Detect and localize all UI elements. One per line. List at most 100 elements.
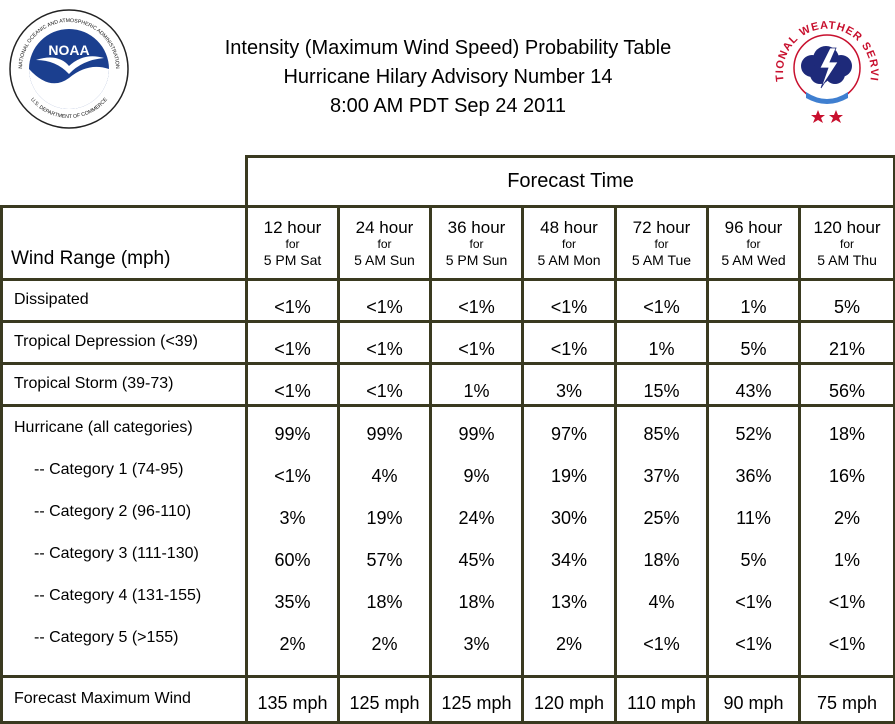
- table-cell: 2%: [834, 508, 861, 528]
- table-cell: 4%: [371, 466, 398, 486]
- table-cell: 1%: [429, 362, 524, 407]
- category-label: -- Category 4 (131-155): [34, 587, 202, 604]
- table-cell: 43%: [706, 362, 801, 407]
- hurricane-column: 52% 36% 11% 5% <1% <1%: [706, 404, 801, 678]
- table-cell: 2%: [555, 634, 582, 654]
- row-label: Tropical Depression (<39): [0, 320, 248, 365]
- table-cell: <1%: [828, 592, 866, 612]
- table-cell: 25%: [643, 508, 680, 528]
- column-header: 72 hour for 5 AM Tue: [614, 205, 709, 281]
- table-cell: <1%: [828, 634, 866, 654]
- column-header: 12 hour for 5 PM Sat: [245, 205, 340, 281]
- table-cell: 18%: [643, 550, 680, 570]
- table-cell: 37%: [643, 466, 680, 486]
- table-cell: <1%: [245, 362, 340, 407]
- table-row: Dissipated <1% <1% <1% <1% <1% 1% 5%: [0, 278, 895, 323]
- probability-table: Forecast Time Wind Range (mph) 12 hour fo…: [0, 155, 895, 724]
- table-cell: 18%: [829, 424, 866, 444]
- table-cell: <1%: [643, 634, 680, 654]
- table-cell: 16%: [829, 466, 866, 486]
- hurricane-column: 99% <1% 3% 60% 35% 2%: [245, 404, 340, 678]
- table-cell: 11%: [736, 508, 771, 528]
- table-cell: 2%: [279, 634, 306, 654]
- table-cell: <1%: [429, 320, 524, 365]
- table-cell: 5%: [740, 550, 767, 570]
- wind-range-header: Wind Range (mph): [0, 205, 248, 281]
- table-cell: 30%: [550, 508, 588, 528]
- table-cell: <1%: [245, 278, 340, 323]
- table-cell: 5%: [797, 278, 895, 323]
- table-cell: 13%: [550, 592, 588, 612]
- table-cell: 1%: [614, 320, 709, 365]
- table-cell: 99%: [366, 424, 403, 444]
- table-cell: 24%: [458, 508, 495, 528]
- hurricane-column: 18% 16% 2% 1% <1% <1%: [797, 404, 895, 678]
- category-label: -- Category 2 (96-110): [34, 503, 192, 520]
- table-cell: 56%: [797, 362, 895, 407]
- table-cell: 45%: [458, 550, 495, 570]
- noaa-logo: NOAA NATIONAL OCEANIC AND ATMOSPHERIC AD…: [9, 9, 129, 129]
- table-cell: 21%: [797, 320, 895, 365]
- table-cell: <1%: [735, 592, 772, 612]
- hurricane-column: 99% 4% 19% 57% 18% 2%: [337, 404, 432, 678]
- table-cell: <1%: [521, 278, 617, 323]
- column-header: 24 hour for 5 AM Sun: [337, 205, 432, 281]
- category-label: -- Category 1 (74-95): [34, 461, 184, 478]
- corner-blank: [2, 157, 247, 207]
- table-cell: 99%: [458, 424, 495, 444]
- hurricane-column: 85% 37% 25% 18% 4% <1%: [614, 404, 709, 678]
- page-title: Intensity (Maximum Wind Speed) Probabili…: [150, 34, 746, 121]
- table-cell: 57%: [366, 550, 403, 570]
- table-row: Tropical Depression (<39) <1% <1% <1% <1…: [0, 320, 895, 365]
- category-label: -- Category 3 (111-130): [34, 545, 199, 562]
- hurricane-row: Hurricane (all categories) -- Category 1…: [0, 404, 895, 678]
- table-row: Tropical Storm (39-73) <1% <1% 1% 3% 15%…: [0, 362, 895, 407]
- table-cell: 3%: [279, 508, 306, 528]
- hurricane-column: 99% 9% 24% 45% 18% 3%: [429, 404, 524, 678]
- column-header: 36 hour for 5 PM Sun: [429, 205, 524, 281]
- table-cell: <1%: [429, 278, 524, 323]
- table-cell: 97%: [550, 424, 588, 444]
- hurricane-column: 97% 19% 30% 34% 13% 2%: [521, 404, 617, 678]
- table-cell: 60%: [274, 550, 311, 570]
- column-header: 96 hour for 5 AM Wed: [706, 205, 801, 281]
- table-cell: 35%: [274, 592, 311, 612]
- table-cell: 2%: [371, 634, 398, 654]
- title-line-3: 8:00 AM PDT Sep 24 2011: [329, 95, 567, 117]
- row-label: Hurricane (all categories): [14, 419, 193, 436]
- table-cell: <1%: [735, 634, 772, 654]
- table-cell: 34%: [550, 550, 588, 570]
- table-cell: <1%: [614, 278, 709, 323]
- forecast-time-header: Forecast Time: [244, 155, 895, 208]
- table-cell: 15%: [614, 362, 709, 407]
- category-label: -- Category 5 (>155): [34, 629, 179, 646]
- table-cell: <1%: [521, 320, 617, 365]
- table-cell: 9%: [463, 466, 490, 486]
- table-cell: 85%: [643, 424, 680, 444]
- title-line-1: Intensity (Maximum Wind Speed) Probabili…: [224, 37, 672, 59]
- table-cell: 3%: [521, 362, 617, 407]
- table-cell: <1%: [245, 320, 340, 365]
- table-cell: 18%: [458, 592, 495, 612]
- table-cell: 52%: [735, 424, 772, 444]
- table-cell: 3%: [463, 634, 490, 654]
- row-label: Dissipated: [0, 278, 248, 323]
- column-header: 120 hour for 5 AM Thu: [797, 205, 895, 281]
- table-cell: 5%: [706, 320, 801, 365]
- nws-logo: NATIONAL WEATHER SERVICE: [766, 6, 883, 123]
- table-cell: 1%: [706, 278, 801, 323]
- table-cell: 19%: [550, 466, 588, 486]
- table-cell: 1%: [834, 550, 861, 570]
- title-line-2: Hurricane Hilary Advisory Number 14: [283, 66, 613, 88]
- table-cell: <1%: [337, 278, 432, 323]
- table-cell: 4%: [648, 592, 675, 612]
- table-cell: 99%: [274, 424, 311, 444]
- svg-text:NOAA: NOAA: [48, 42, 89, 58]
- table-cell: <1%: [274, 466, 311, 486]
- hurricane-labels: Hurricane (all categories) -- Category 1…: [0, 404, 248, 678]
- table-cell: 19%: [366, 508, 403, 528]
- table-cell: 36%: [735, 466, 772, 486]
- table-cell: 18%: [366, 592, 403, 612]
- row-label: Tropical Storm (39-73): [0, 362, 248, 407]
- column-header: 48 hour for 5 AM Mon: [521, 205, 617, 281]
